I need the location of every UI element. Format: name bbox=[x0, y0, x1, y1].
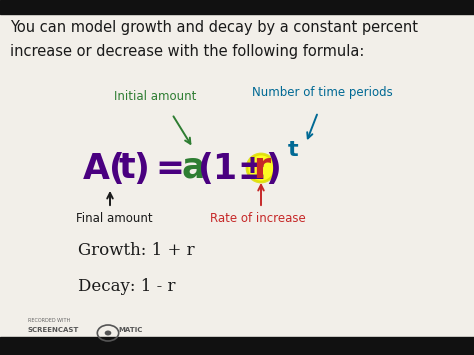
Text: $\mathbf{)}$: $\mathbf{)}$ bbox=[265, 150, 280, 186]
Text: $\mathit{\mathbf{t}}$: $\mathit{\mathbf{t}}$ bbox=[118, 151, 136, 185]
Text: Growth: 1 + r: Growth: 1 + r bbox=[78, 242, 195, 259]
Bar bbox=[0, 337, 474, 355]
Ellipse shape bbox=[247, 154, 275, 182]
Bar bbox=[0, 0, 474, 14]
Text: $\mathit{\mathbf{r}}$: $\mathit{\mathbf{r}}$ bbox=[253, 151, 272, 185]
Text: Rate of increase: Rate of increase bbox=[210, 212, 306, 225]
Text: SCREENCAST: SCREENCAST bbox=[28, 327, 79, 333]
Text: increase or decrease with the following formula:: increase or decrease with the following … bbox=[10, 44, 365, 59]
Text: MATIC: MATIC bbox=[118, 327, 142, 333]
Text: You can model growth and decay by a constant percent: You can model growth and decay by a cons… bbox=[10, 20, 418, 35]
Text: Decay: 1 - r: Decay: 1 - r bbox=[78, 278, 175, 295]
Text: $\mathit{\mathbf{t}}$: $\mathit{\mathbf{t}}$ bbox=[287, 140, 299, 160]
Text: $\mathbf{A(}$: $\mathbf{A(}$ bbox=[82, 150, 124, 186]
Text: RECORDED WITH: RECORDED WITH bbox=[28, 318, 70, 323]
Circle shape bbox=[105, 331, 111, 335]
Text: $\mathit{\mathbf{a}}$: $\mathit{\mathbf{a}}$ bbox=[181, 151, 204, 185]
Text: $\mathbf{(1{\pm}}$: $\mathbf{(1{\pm}}$ bbox=[197, 150, 264, 186]
Text: Initial amount: Initial amount bbox=[114, 90, 196, 103]
Text: Number of time periods: Number of time periods bbox=[252, 86, 392, 99]
Text: Final amount: Final amount bbox=[76, 212, 153, 225]
Text: $\mathbf{) =}$: $\mathbf{) =}$ bbox=[133, 150, 183, 186]
